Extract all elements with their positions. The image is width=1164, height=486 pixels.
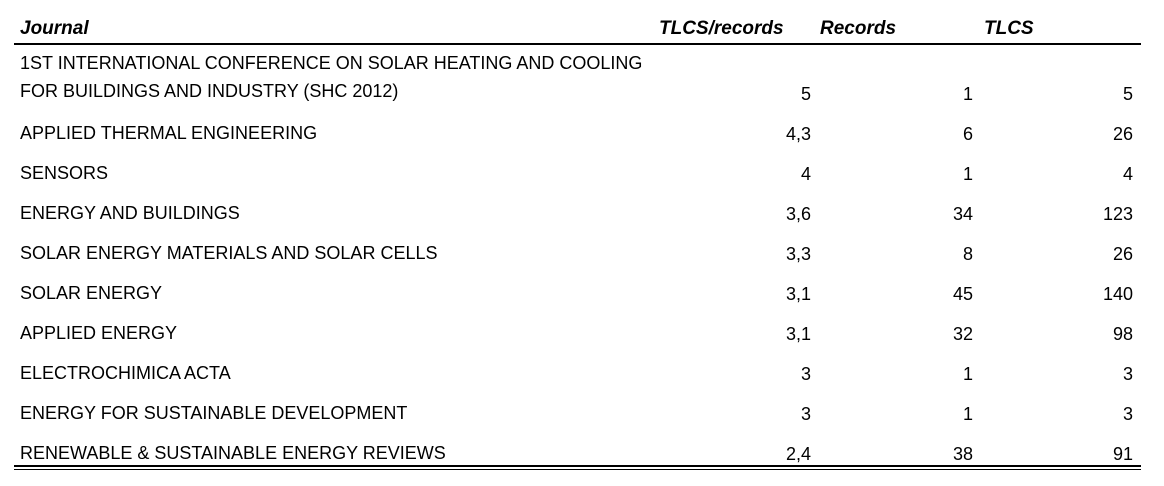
table-row: ENERGY AND BUILDINGS 3,6 34 123 (14, 192, 1141, 232)
table-row: SOLAR ENERGY MATERIALS AND SOLAR CELLS 3… (14, 232, 1141, 272)
table-row: RENEWABLE & SUSTAINABLE ENERGY REVIEWS 2… (14, 432, 1141, 472)
records-cell: 1 (962, 84, 973, 104)
tlcs-per-records-cell: 5 (800, 84, 811, 104)
tlcs-cell: 5 (1122, 84, 1133, 104)
tlcs-per-records-cell: 3 (800, 404, 811, 424)
table-body: 1ST INTERNATIONAL CONFERENCE ON SOLAR HE… (14, 49, 1141, 472)
table-header: Journal TLCS/records Records TLCS (14, 14, 1141, 44)
tlcs-cell: 123 (1102, 204, 1133, 224)
journal-cell: ELECTROCHIMICA ACTA (20, 363, 231, 383)
tlcs-cell: 91 (1112, 444, 1133, 464)
tlcs-cell: 4 (1122, 164, 1133, 184)
table-row: SENSORS 4 1 4 (14, 152, 1141, 192)
table-row: 1ST INTERNATIONAL CONFERENCE ON SOLAR HE… (14, 49, 1141, 112)
header-journal: Journal (20, 18, 89, 39)
records-cell: 32 (952, 324, 973, 344)
journal-cell: APPLIED THERMAL ENGINEERING (20, 123, 318, 143)
tlcs-per-records-cell: 3 (800, 364, 811, 384)
tlcs-per-records-cell: 3,3 (785, 244, 811, 264)
journal-cell: RENEWABLE & SUSTAINABLE ENERGY REVIEWS (20, 443, 446, 463)
records-cell: 38 (952, 444, 973, 464)
header-tlcs: TLCS (984, 18, 1034, 39)
journal-cell: APPLIED ENERGY (20, 323, 178, 343)
records-cell: 34 (952, 204, 973, 224)
journal-cell: SOLAR ENERGY MATERIALS AND SOLAR CELLS (20, 243, 438, 263)
table-row: ELECTROCHIMICA ACTA 3 1 3 (14, 352, 1141, 392)
tlcs-per-records-cell: 3,1 (785, 324, 811, 344)
records-cell: 6 (962, 124, 973, 144)
journal-table: Journal TLCS/records Records TLCS 1ST IN… (14, 14, 1141, 470)
tlcs-cell: 3 (1122, 364, 1133, 384)
table-row: APPLIED THERMAL ENGINEERING 4,3 6 26 (14, 112, 1141, 152)
header-records: Records (820, 18, 897, 39)
header-rule (14, 43, 1141, 45)
records-cell: 45 (952, 284, 973, 304)
tlcs-per-records-cell: 4 (800, 164, 811, 184)
records-cell: 8 (962, 244, 973, 264)
records-cell: 1 (962, 164, 973, 184)
tlcs-cell: 26 (1112, 244, 1133, 264)
tlcs-per-records-cell: 3,1 (785, 284, 811, 304)
tlcs-per-records-cell: 3,6 (785, 204, 811, 224)
table-row: SOLAR ENERGY 3,1 45 140 (14, 272, 1141, 312)
bottom-rule (14, 465, 1141, 467)
records-cell: 1 (962, 404, 973, 424)
tlcs-cell: 26 (1112, 124, 1133, 144)
tlcs-cell: 140 (1102, 284, 1133, 304)
header-tlcs-per-records: TLCS/records (659, 18, 784, 39)
journal-cell: SENSORS (20, 163, 109, 183)
journal-cell: SOLAR ENERGY (20, 283, 163, 303)
tlcs-per-records-cell: 2,4 (785, 444, 811, 464)
tlcs-cell: 3 (1122, 404, 1133, 424)
records-cell: 1 (962, 364, 973, 384)
journal-cell: ENERGY AND BUILDINGS (20, 203, 240, 223)
tlcs-cell: 98 (1112, 324, 1133, 344)
table-row: ENERGY FOR SUSTAINABLE DEVELOPMENT 3 1 3 (14, 392, 1141, 432)
bottom-rule-thin (14, 469, 1141, 470)
journal-cell: 1ST INTERNATIONAL CONFERENCE ON SOLAR HE… (20, 53, 643, 101)
tlcs-per-records-cell: 4,3 (785, 124, 811, 144)
journal-cell: ENERGY FOR SUSTAINABLE DEVELOPMENT (20, 403, 408, 423)
table-row: APPLIED ENERGY 3,1 32 98 (14, 312, 1141, 352)
